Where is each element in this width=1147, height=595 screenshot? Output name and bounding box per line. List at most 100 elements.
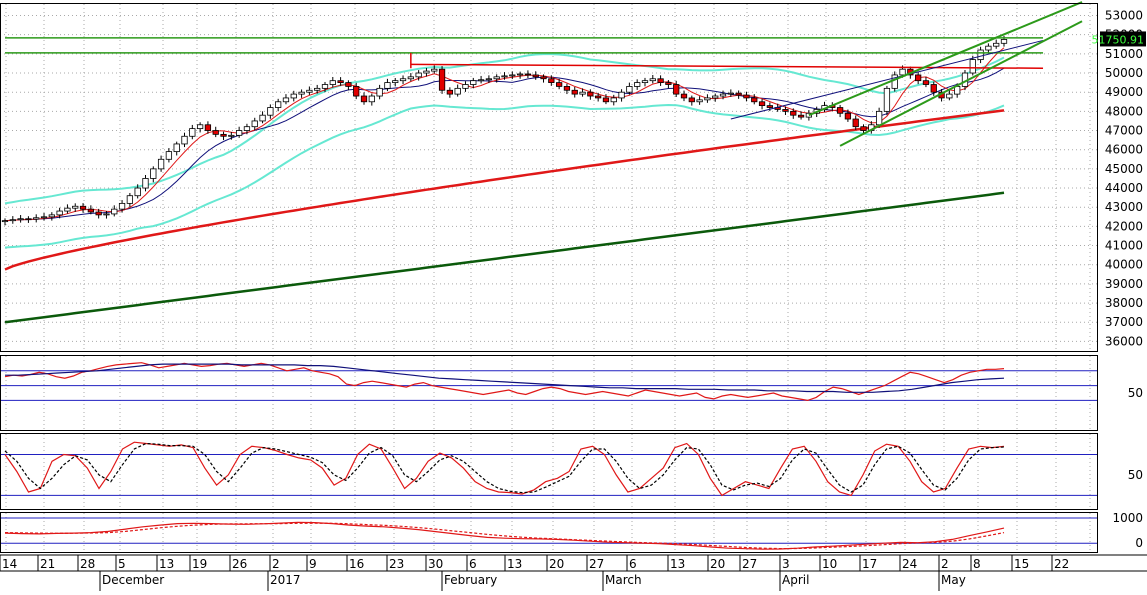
candle-down <box>665 82 672 85</box>
candle-down <box>446 89 453 95</box>
candle-up <box>17 218 24 221</box>
x-day-label: 19 <box>192 557 207 571</box>
candle-up <box>126 195 134 204</box>
candle-up <box>306 89 313 93</box>
candle-up <box>9 219 16 222</box>
candle-down <box>766 105 773 108</box>
moving-average-200-line <box>4 109 1005 271</box>
oscillator-axis-label: 50 <box>1128 386 1143 400</box>
candle-up <box>157 158 165 170</box>
candle-up <box>415 72 422 78</box>
last-price-tag: 51750.91 <box>1092 31 1146 47</box>
candle-down <box>548 78 555 84</box>
candle-up <box>275 101 282 108</box>
price-axis-label: 39000 <box>1105 277 1143 291</box>
momentum-panel <box>0 517 1097 550</box>
candle-down <box>204 124 212 131</box>
candle-up <box>251 120 258 128</box>
candle-up <box>946 93 953 99</box>
price-axis-label: 46000 <box>1105 143 1143 157</box>
price-axis-label: 50000 <box>1105 66 1143 80</box>
panel-border <box>0 512 1098 553</box>
candle-up <box>368 95 375 103</box>
price-axis-label: 42000 <box>1105 219 1143 233</box>
candle-down <box>79 205 87 210</box>
candle-up <box>321 84 329 89</box>
x-day-label: 3 <box>782 557 790 571</box>
candle-down <box>735 92 742 96</box>
candle-up <box>993 42 1000 47</box>
candle-down <box>595 95 602 99</box>
candle-up <box>610 97 617 103</box>
candle-up <box>649 78 656 82</box>
oscillator-series-0 <box>4 441 1005 497</box>
candle-up <box>509 74 516 77</box>
candle-up <box>1 220 9 223</box>
price-axis-label: 36000 <box>1105 334 1143 348</box>
red-trend-line <box>410 63 1044 69</box>
candle-down <box>657 78 664 84</box>
candle-up <box>985 45 992 51</box>
x-day-label: 30 <box>428 557 443 571</box>
candle-up <box>634 82 641 87</box>
x-day-label: 26 <box>232 557 247 571</box>
x-month-label: April <box>782 573 809 587</box>
price-panel <box>1 1 1083 324</box>
candle-up <box>470 80 477 85</box>
x-day-label: 16 <box>349 557 364 571</box>
candle-down <box>852 118 859 128</box>
candle-up <box>111 208 118 215</box>
candle-down <box>680 93 688 99</box>
candle-down <box>220 133 227 137</box>
candle-up <box>462 84 469 89</box>
x-day-label: 21 <box>40 557 55 571</box>
candle-up <box>196 124 204 130</box>
price-axis-label: 38000 <box>1105 296 1143 310</box>
candle-up <box>142 178 149 189</box>
panel-border <box>0 433 1098 510</box>
panel-borders <box>0 3 1098 553</box>
candle-up <box>40 216 48 219</box>
price-axis-label: 37000 <box>1105 315 1143 329</box>
price-axis-label: 51000 <box>1105 47 1143 61</box>
candle-up <box>259 114 266 122</box>
candle-up <box>181 135 188 145</box>
candle-up <box>228 134 235 137</box>
x-month-label: February <box>444 573 497 587</box>
candle-up <box>431 68 438 72</box>
channel-upper-line <box>808 1 1083 117</box>
price-axis-label: 44000 <box>1105 181 1143 195</box>
candle-down <box>673 84 680 95</box>
moving-average-long-line <box>4 191 1005 324</box>
candle-up <box>33 217 40 220</box>
candle-up <box>282 97 290 103</box>
stochastic-panel <box>0 441 1097 497</box>
candle-up <box>314 87 321 91</box>
candle-up <box>493 76 500 80</box>
channel-lower-line <box>839 20 1083 147</box>
x-month-label: March <box>605 573 642 587</box>
x-day-label: 27 <box>589 557 604 571</box>
candle-down <box>571 89 578 95</box>
oscillator-axis-label: 1000 <box>1112 511 1143 525</box>
candle-up <box>477 79 485 82</box>
candle-up <box>384 82 391 89</box>
candle-up <box>805 112 813 118</box>
candle-up <box>883 87 891 112</box>
candle-down <box>25 218 32 221</box>
candle-up <box>485 78 493 81</box>
candle-up <box>579 91 586 95</box>
candle-down <box>540 76 547 80</box>
candle-up <box>236 130 243 136</box>
candle-up <box>103 213 110 216</box>
x-day-label: 17 <box>862 557 877 571</box>
x-day-label: 13 <box>670 557 685 571</box>
candle-up <box>64 207 71 212</box>
candle-down <box>751 97 758 103</box>
oscillator-series-1 <box>4 522 1005 550</box>
grid-lines <box>0 4 1097 552</box>
candle-up <box>189 128 196 137</box>
price-axis-label: 49000 <box>1105 85 1143 99</box>
x-day-label: 20 <box>710 557 725 571</box>
